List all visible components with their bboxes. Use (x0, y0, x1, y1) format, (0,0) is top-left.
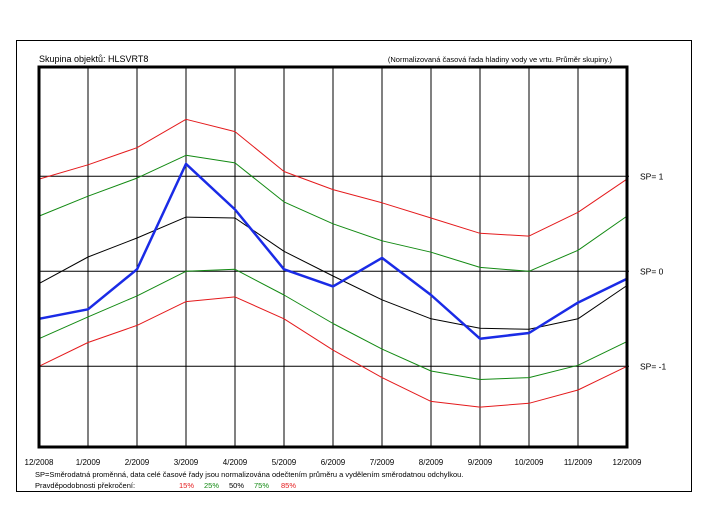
sp-label: SP= 1 (640, 171, 664, 181)
x-tick-label: 9/2009 (468, 458, 493, 467)
series-line (38, 162, 628, 340)
sp-gridlines (39, 175, 629, 367)
series-line (38, 118, 628, 237)
x-tick-label: 7/2009 (370, 458, 395, 467)
chart: Skupina objektů: HLSVRT8 (Normalizovaná … (25, 54, 667, 490)
legend-item: 85% (281, 481, 296, 490)
series-line (38, 154, 628, 272)
sp-label: SP= -1 (640, 361, 666, 371)
legend: 15% 25% 50% 75% 85% (179, 481, 296, 490)
x-tick-label: 4/2009 (223, 458, 248, 467)
series-layer (38, 118, 628, 408)
chart-subtitle: (Normalizovaná časová řada hladiny vody … (388, 55, 613, 64)
sp-label: SP= 0 (640, 266, 664, 276)
x-tick-label: 11/2009 (564, 458, 593, 467)
sp-note: SP=Směrodatná proměnná, data celé časové… (35, 470, 463, 479)
x-tick-label: 10/2009 (515, 458, 544, 467)
x-tick-label: 3/2009 (174, 458, 199, 467)
series-line (38, 216, 628, 330)
vertical-gridlines (87, 67, 579, 447)
x-tick-label: 12/2008 (25, 458, 54, 467)
x-tick-label: 2/2009 (125, 458, 150, 467)
x-tick-label: 1/2009 (76, 458, 101, 467)
x-tick-labels: 12/2008 1/2009 2/2009 3/2009 4/2009 5/2009 6/2… (25, 458, 642, 467)
legend-item: 75% (254, 481, 269, 490)
plot-border (37, 65, 629, 449)
x-tick-label: 5/2009 (272, 458, 297, 467)
series-line (38, 268, 628, 380)
chart-title: Skupina objektů: HLSVRT8 (39, 54, 148, 64)
legend-label: Pravděpodobnosti překročení: (35, 481, 135, 490)
legend-item: 15% (179, 481, 194, 490)
series-line (38, 296, 628, 408)
sp-labels: SP= 1 SP= 0 SP= -1 (640, 171, 666, 371)
x-tick-label: 8/2009 (419, 458, 444, 467)
chart-frame: Skupina objektů: HLSVRT8 (Normalizovaná … (16, 40, 692, 492)
x-tick-label: 6/2009 (321, 458, 346, 467)
legend-item: 50% (229, 481, 244, 490)
x-tick-label: 12/2009 (613, 458, 642, 467)
legend-item: 25% (204, 481, 219, 490)
